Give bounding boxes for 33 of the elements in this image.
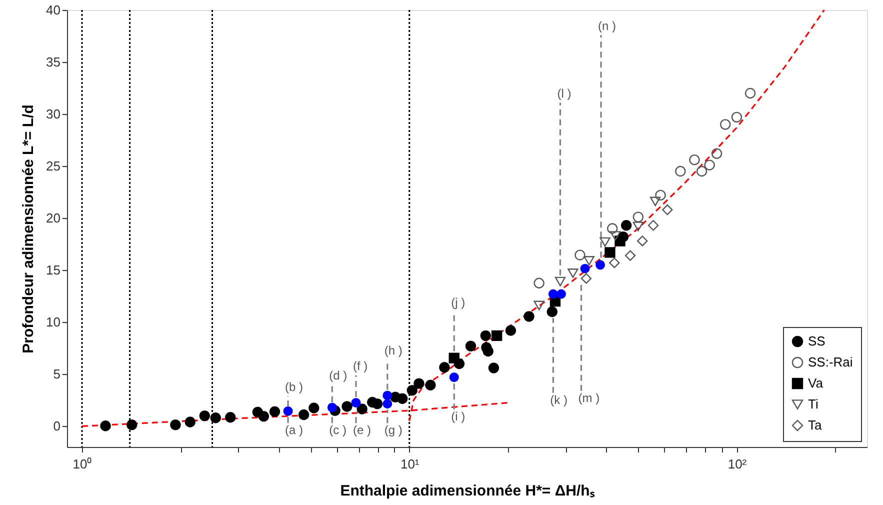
x-tick-label: 10²	[728, 456, 748, 472]
y-tick-label: 15	[46, 262, 60, 278]
annotation: (h )	[384, 344, 402, 358]
annotation: (a )	[285, 423, 304, 438]
annotation: (e )	[352, 423, 371, 438]
annotation: (n )	[598, 18, 616, 33]
y-tick-label: 35	[46, 54, 60, 70]
annotation: (k )	[550, 392, 568, 407]
y-tick-label: 30	[46, 106, 60, 122]
y-tick-label: 25	[46, 158, 60, 174]
y-tick-label: 40	[46, 2, 60, 18]
annotation: (l )	[557, 86, 572, 101]
x-tick-label: 10¹	[400, 456, 420, 472]
annotation: (i )	[451, 410, 466, 424]
annotation: (j )	[451, 296, 466, 310]
y-axis-title: Profondeur adimensionnée L*= L/d	[20, 104, 38, 354]
annotation: (f )	[352, 359, 368, 374]
legend-label: Ta	[808, 418, 822, 432]
legend-label: Ti	[808, 396, 818, 412]
y-tick-label: 0	[53, 418, 60, 434]
legend-label: SS:-Rai	[808, 354, 853, 370]
annotation: (m )	[578, 390, 600, 405]
y-tick-label: 5	[53, 366, 60, 382]
legend-label: Va	[808, 376, 824, 390]
x-tick-label: 10⁰	[72, 456, 92, 472]
annotation: (g )	[384, 423, 402, 438]
y-tick-label: 10	[46, 314, 60, 330]
x-axis-title: Enthalpie adimensionnée H*= ΔH/hₛ	[340, 482, 595, 500]
annotation: (d )	[329, 368, 348, 383]
y-tick-label: 20	[46, 210, 60, 226]
annotation: (b )	[285, 380, 304, 394]
legend-label: SS	[808, 334, 826, 348]
annotation: (c )	[329, 423, 346, 438]
